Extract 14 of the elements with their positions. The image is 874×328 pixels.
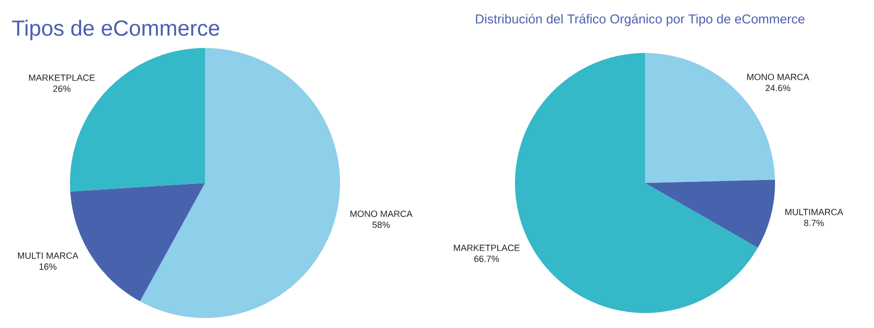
chart-title: Distribución del Tráfico Orgánico por Tipo de eCommerce <box>476 14 804 26</box>
data-label: 8.7% <box>804 220 824 226</box>
data-label: 24.6% <box>766 84 790 92</box>
slice-label: MARKETPLACE <box>454 244 520 252</box>
data-label: 16% <box>40 263 56 270</box>
data-label: 58% <box>372 222 390 228</box>
slice-label: MONO MARCA <box>747 74 810 80</box>
data-label: 66.7% <box>474 256 499 262</box>
chart-title: Tipos de eCommerce <box>12 20 220 40</box>
slice-label: MULTI MARCA <box>18 252 78 259</box>
slice-label: MONO MARCA <box>350 210 412 217</box>
data-label: 26% <box>53 85 70 92</box>
slice-label: MULTIMARCA <box>785 208 844 216</box>
slice-label: MARKETPLACE <box>29 74 95 81</box>
